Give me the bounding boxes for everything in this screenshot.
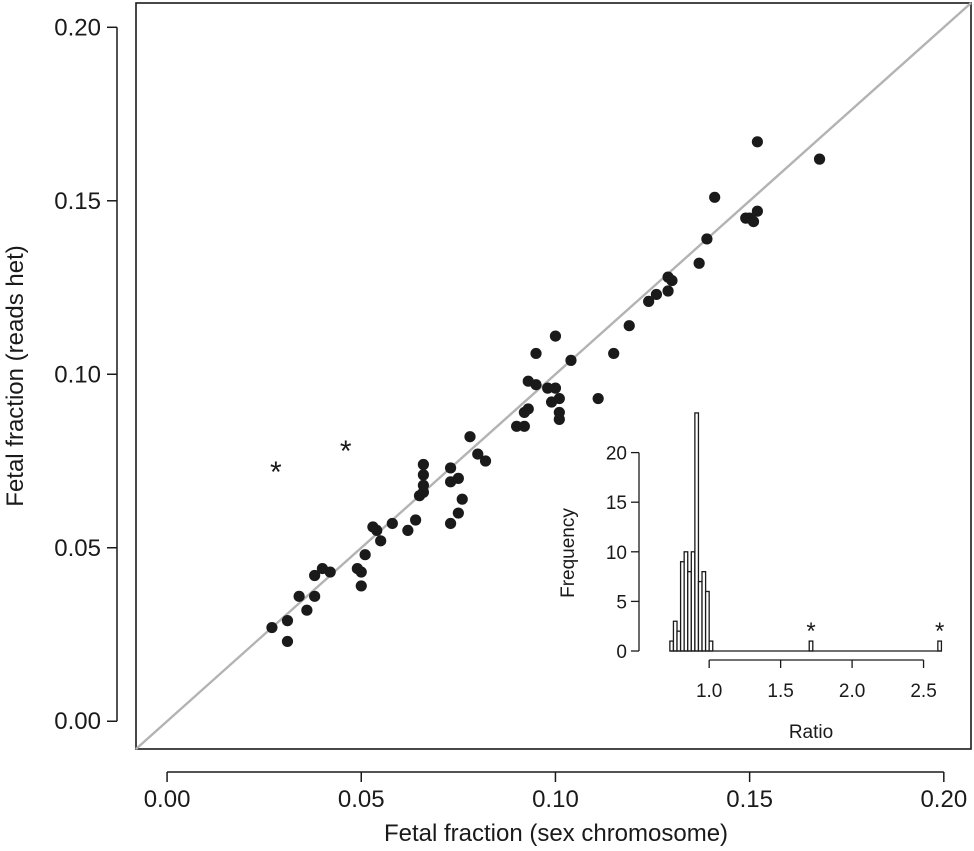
main-y-axis: 0.00 0.05 0.10 0.15 0.20 <box>54 14 118 735</box>
inset-y-tick-label: 10 <box>606 543 627 564</box>
data-point <box>666 274 678 287</box>
data-point <box>565 354 577 366</box>
data-point <box>751 205 763 217</box>
data-point <box>549 330 562 342</box>
inset-x-tick-label: 1.0 <box>696 681 722 702</box>
data-point <box>386 517 398 530</box>
histogram-outlier-asterisk: * <box>806 618 815 645</box>
data-point <box>410 514 422 526</box>
inset-y-tick-label: 15 <box>606 493 627 514</box>
data-point <box>309 590 321 602</box>
data-point <box>359 549 371 561</box>
main-y-tick-label: 0.10 <box>54 361 101 388</box>
inset-y-tick-label: 20 <box>606 444 627 465</box>
data-point <box>650 288 663 301</box>
data-point <box>456 493 468 505</box>
data-point <box>281 615 294 627</box>
main-x-axis-label: Fetal fraction (sex chromosome) <box>384 820 728 847</box>
main-y-tick-label: 0.00 <box>54 708 101 735</box>
inset-y-axis: 0 5 10 15 20 <box>606 444 640 663</box>
data-point <box>355 580 367 592</box>
data-point <box>623 320 635 332</box>
data-point <box>701 233 713 245</box>
outlier-asterisk: * <box>340 435 352 468</box>
data-point <box>479 455 492 467</box>
data-point <box>549 382 562 394</box>
main-y-tick-label: 0.05 <box>54 535 101 562</box>
inset-y-axis-label: Frequency <box>558 508 579 598</box>
data-point <box>751 136 763 148</box>
data-point <box>643 295 655 307</box>
main-x-tick-label: 0.05 <box>338 786 385 813</box>
outlier-asterisk: * <box>270 456 282 489</box>
main-x-axis: 0.00 0.05 0.10 0.15 0.20 <box>144 771 967 813</box>
data-point <box>324 566 336 578</box>
data-point <box>417 458 429 471</box>
main-x-tick-label: 0.20 <box>920 786 967 813</box>
inset-x-axis-label: Ratio <box>789 722 833 743</box>
inset-x-axis: 1.0 1.5 2.0 2.5 <box>696 659 937 702</box>
main-x-tick-label: 0.10 <box>532 786 579 813</box>
data-point <box>444 462 457 474</box>
main-y-tick-label: 0.20 <box>54 14 101 41</box>
histogram-bar <box>708 640 714 652</box>
identity-reference-line <box>135 2 972 750</box>
histogram-outlier-asterisk: * <box>935 618 944 645</box>
data-point <box>530 347 542 360</box>
data-point <box>693 257 705 269</box>
main-outlier-markers: ** <box>270 435 352 489</box>
data-point <box>553 392 565 405</box>
main-plot-frame <box>135 2 972 750</box>
inset-histogram-bars <box>669 412 943 652</box>
data-point <box>608 347 620 360</box>
main-x-tick-label: 0.15 <box>726 786 773 813</box>
inset-x-tick-label: 1.5 <box>767 681 793 702</box>
data-point <box>518 420 530 432</box>
main-data-points <box>266 136 826 648</box>
inset-y-tick-label: 5 <box>616 592 627 613</box>
data-point <box>592 392 604 405</box>
data-point <box>747 215 760 228</box>
data-point <box>301 604 313 616</box>
data-point <box>542 382 554 394</box>
inset-x-tick-label: 2.5 <box>910 681 936 702</box>
data-point <box>371 524 383 537</box>
data-point <box>530 379 542 391</box>
data-point <box>355 566 367 578</box>
inset-x-tick-label: 2.0 <box>839 681 865 702</box>
data-point <box>472 448 484 460</box>
data-point <box>452 507 464 519</box>
data-point <box>444 517 457 530</box>
main-y-tick-label: 0.15 <box>54 188 101 215</box>
main-y-axis-label: Fetal fraction (reads het) <box>2 245 29 506</box>
data-point <box>375 535 387 547</box>
data-point <box>309 569 321 582</box>
data-point <box>662 285 674 297</box>
data-point <box>709 191 721 203</box>
data-point <box>417 479 429 491</box>
data-point <box>402 524 414 537</box>
data-point <box>464 431 476 443</box>
inset-y-tick-label: 0 <box>616 642 627 663</box>
main-x-tick-label: 0.00 <box>144 786 191 813</box>
data-point <box>553 413 565 425</box>
data-point <box>511 420 523 432</box>
data-point <box>813 153 826 165</box>
inset-outlier-markers: * * <box>806 618 944 645</box>
data-point <box>452 472 464 484</box>
data-point <box>266 621 278 634</box>
data-point <box>293 590 305 602</box>
data-point <box>417 469 429 481</box>
data-point <box>281 635 294 648</box>
data-point <box>522 403 534 415</box>
